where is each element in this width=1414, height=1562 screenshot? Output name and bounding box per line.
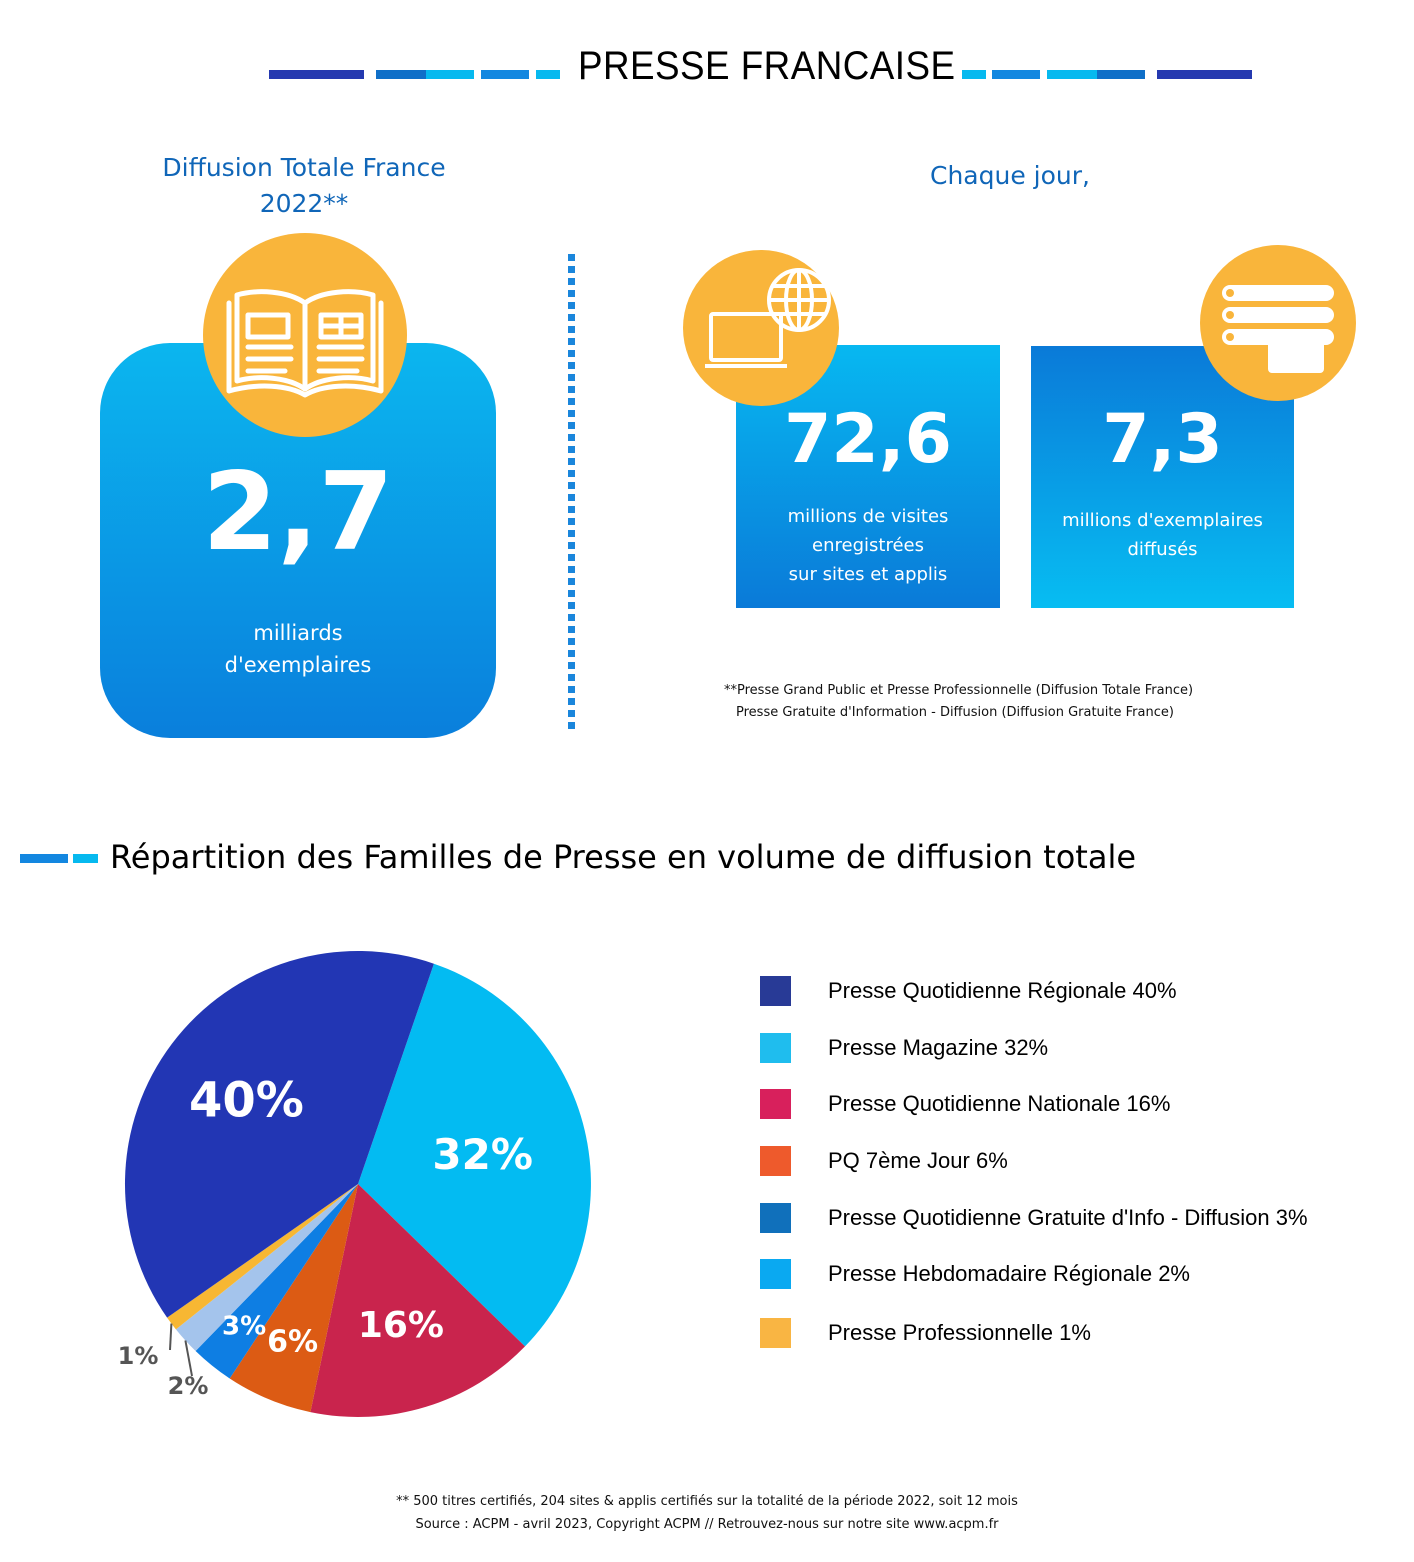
header-dash — [376, 70, 426, 79]
legend-label: Presse Hebdomadaire Régionale 2% — [828, 1261, 1190, 1286]
right-footnote: **Presse Grand Public et Presse Professi… — [724, 680, 1193, 724]
open-book-icon — [226, 289, 384, 398]
total-diffusion-value: 2,7 — [202, 450, 394, 575]
legend-item: Presse Quotidienne Nationale 16% — [760, 1089, 1400, 1119]
visits-line: millions de visites — [787, 506, 949, 527]
book-icon-circle — [203, 233, 407, 437]
laptop-globe-icon — [705, 268, 831, 368]
visits-line: sur sites et applis — [788, 564, 948, 585]
pie-slice-label: 3% — [222, 1312, 266, 1342]
legend-label: Presse Magazine 32% — [828, 1035, 1049, 1060]
leader-line — [184, 1340, 193, 1377]
visits-text: millions de visites enregistrées sur sit… — [736, 502, 1000, 589]
visits-line: enregistrées — [812, 535, 924, 556]
legend-item: Presse Magazine 32% — [760, 1033, 1400, 1063]
unit-line1: milliards — [253, 621, 343, 645]
legend-swatch — [760, 976, 791, 1006]
legend-item: Presse Quotidienne Gratuite d'Info - Dif… — [760, 1203, 1400, 1233]
vertical-divider — [568, 254, 575, 734]
total-diffusion-unit: milliards d'exemplaires — [100, 617, 496, 681]
copies-line: diffusés — [1127, 539, 1198, 560]
header-dash — [426, 70, 474, 79]
copies-value: 7,3 — [1102, 400, 1223, 479]
legend-label: Presse Quotidienne Régionale 40% — [828, 978, 1177, 1003]
visits-value: 72,6 — [784, 400, 952, 479]
pie-slice — [175, 1184, 358, 1351]
header-dash — [1097, 70, 1145, 79]
pie-slice-label: 6% — [267, 1325, 318, 1360]
section-dash — [73, 854, 98, 863]
legend-label: PQ 7ème Jour 6% — [828, 1148, 1008, 1173]
header-dash — [1047, 70, 1097, 79]
header-dash — [1157, 70, 1252, 79]
header-dash — [269, 70, 364, 79]
leader-line — [169, 1323, 173, 1351]
pie-slice — [124, 950, 434, 1318]
legend-swatch — [760, 1089, 791, 1119]
footnote-line2: Presse Gratuite d'Information - Diffusio… — [736, 705, 1174, 720]
section-dash — [20, 854, 68, 863]
left-heading-line1: Diffusion Totale France — [162, 153, 446, 182]
right-heading: Chaque jour, — [930, 161, 1090, 190]
pie-outer-label: 2% — [168, 1372, 209, 1400]
section-title: Répartition des Familles de Presse en vo… — [110, 838, 1137, 876]
pie-slice-label: 32% — [432, 1130, 533, 1179]
rolls-icon-circle — [1200, 245, 1356, 401]
bottom-note-line1: ** 500 titres certifiés, 204 sites & app… — [396, 1494, 1018, 1509]
header-dash — [962, 70, 986, 79]
pie-slice — [358, 963, 591, 1347]
laptop-icon-circle — [683, 250, 839, 406]
legend-label: Presse Quotidienne Gratuite d'Info - Dif… — [828, 1205, 1308, 1230]
unit-line2: d'exemplaires — [224, 653, 372, 677]
copies-line: millions d'exemplaires — [1062, 510, 1263, 531]
pie-slice — [310, 1184, 525, 1417]
legend-item: Presse Quotidienne Régionale 40% — [760, 976, 1400, 1006]
legend-swatch — [760, 1259, 791, 1289]
legend-item: Presse Professionnelle 1% — [760, 1318, 1400, 1348]
pie-chart: 40% 32% 16% 6%3% 1% 2% — [118, 950, 591, 1417]
legend-swatch — [760, 1203, 791, 1233]
pie-outer-label: 1% — [118, 1342, 159, 1370]
pie-slice-label: 16% — [358, 1305, 444, 1346]
pie-slice — [167, 1184, 358, 1330]
pie-slice — [195, 1184, 358, 1379]
pie-slice — [229, 1184, 358, 1413]
legend-item: Presse Hebdomadaire Régionale 2% — [760, 1259, 1400, 1289]
header-dash — [992, 70, 1040, 79]
legend-swatch — [760, 1318, 791, 1348]
header-dash — [536, 70, 560, 79]
pie-slice-label: 40% — [189, 1073, 304, 1129]
footnote-line1: **Presse Grand Public et Presse Professi… — [724, 683, 1194, 698]
left-heading-line2: 2022** — [259, 189, 349, 218]
page-title: PRESSE FRANCAISE — [578, 44, 956, 88]
legend-label: Presse Quotidienne Nationale 16% — [828, 1091, 1171, 1116]
left-heading: Diffusion Totale France 2022** — [100, 150, 508, 222]
copies-text: millions d'exemplaires diffusés — [1031, 506, 1294, 564]
legend-label: Presse Professionnelle 1% — [828, 1320, 1091, 1345]
legend-swatch — [760, 1146, 791, 1176]
legend-swatch — [760, 1033, 791, 1063]
bottom-note-line2: Source : ACPM - avril 2023, Copyright AC… — [415, 1517, 999, 1532]
newspaper-rolls-icon — [1222, 285, 1334, 373]
header-dash — [481, 70, 529, 79]
legend-item: PQ 7ème Jour 6% — [760, 1146, 1400, 1176]
